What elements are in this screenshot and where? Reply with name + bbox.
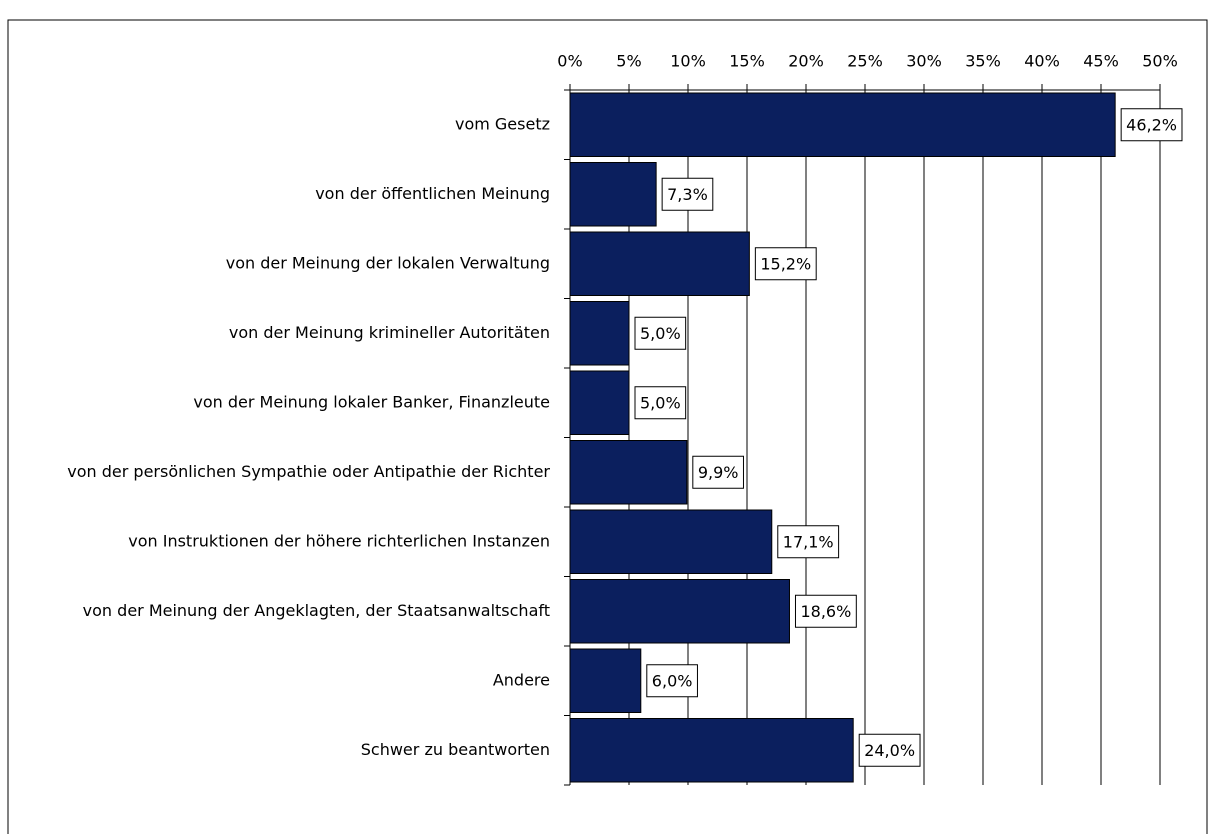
- y-tick-label: von der Meinung lokaler Banker, Finanzle…: [193, 392, 550, 411]
- bar: [569, 509, 773, 574]
- bar: [569, 370, 630, 435]
- y-tick-label: von der Meinung krimineller Autoritäten: [229, 323, 550, 342]
- value-label-box: [777, 525, 840, 559]
- x-tick-label: 20%: [788, 52, 824, 71]
- x-tick-label: 35%: [965, 52, 1001, 71]
- bar: [569, 92, 1116, 157]
- value-label-box: [634, 316, 687, 350]
- x-tick-label: 30%: [906, 52, 942, 71]
- y-tick-label: von der Meinung der lokalen Verwaltung: [226, 253, 550, 272]
- y-tick-label: Andere: [493, 670, 550, 689]
- value-label-box: [661, 177, 714, 211]
- value-label: 46,2%: [1126, 115, 1177, 134]
- x-tick-label: 45%: [1083, 52, 1119, 71]
- value-label-box: [646, 664, 698, 698]
- bar: [569, 718, 854, 783]
- value-label-box: [754, 247, 817, 281]
- bar: [569, 648, 642, 713]
- bar: [569, 579, 790, 644]
- y-tick-label: von der Meinung der Angeklagten, der Sta…: [83, 601, 550, 620]
- x-tick-label: 0%: [557, 52, 582, 71]
- x-tick-label: 25%: [847, 52, 883, 71]
- y-tick-label: von Instruktionen der höhere richterlich…: [128, 531, 550, 550]
- y-tick-label: vom Gesetz: [455, 114, 550, 133]
- value-label: 18,6%: [800, 602, 851, 621]
- bar: [569, 231, 750, 296]
- value-label: 17,1%: [783, 532, 834, 551]
- value-label-box: [634, 386, 687, 420]
- y-tick-label: von der persönlichen Sympathie oder Anti…: [67, 462, 550, 481]
- value-label: 15,2%: [760, 254, 811, 273]
- value-label: 7,3%: [667, 185, 708, 204]
- x-tick-label: 10%: [670, 52, 706, 71]
- x-tick-label: 40%: [1024, 52, 1060, 71]
- value-label: 5,0%: [640, 393, 681, 412]
- value-label: 24,0%: [864, 741, 915, 760]
- x-tick-label: 50%: [1142, 52, 1178, 71]
- bar: [569, 440, 688, 505]
- bar: [569, 301, 630, 366]
- x-tick-label: 15%: [729, 52, 765, 71]
- value-label-box: [692, 455, 744, 489]
- bar: [569, 162, 657, 227]
- x-tick-label: 5%: [616, 52, 641, 71]
- y-tick-label: von der öffentlichen Meinung: [315, 184, 550, 203]
- value-label-box: [858, 733, 921, 767]
- value-label: 5,0%: [640, 324, 681, 343]
- y-tick-label: Schwer zu beantworten: [361, 740, 550, 759]
- value-label-box: [794, 594, 857, 628]
- value-label: 6,0%: [652, 671, 693, 690]
- value-label-box: [1120, 108, 1183, 142]
- value-label: 9,9%: [698, 463, 739, 482]
